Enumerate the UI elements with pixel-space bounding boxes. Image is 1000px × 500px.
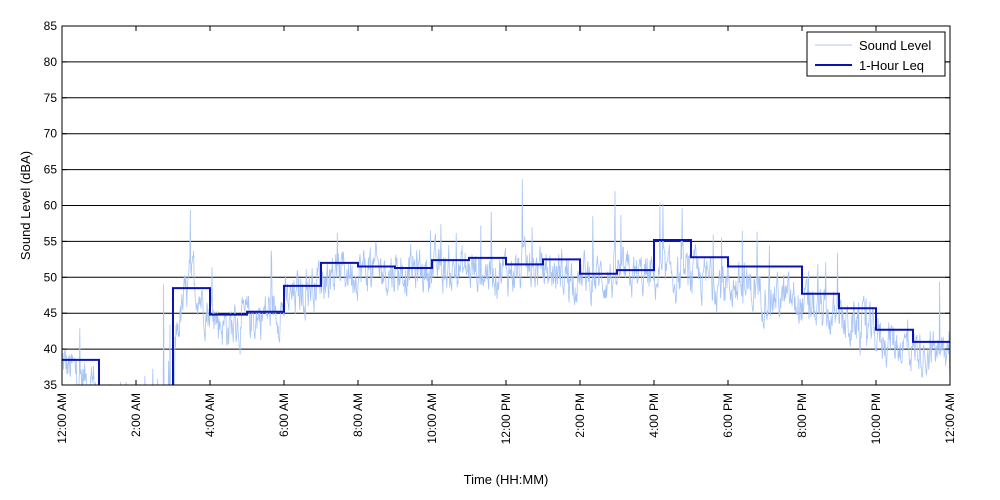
y-tick-label: 35	[44, 378, 58, 392]
legend: Sound Level 1-Hour Leq	[806, 31, 946, 77]
sound-level-series	[62, 179, 950, 385]
x-tick-label: 12:00 AM	[943, 393, 957, 444]
sound-level-line	[62, 179, 950, 385]
x-tick-label: 4:00 PM	[647, 393, 661, 438]
y-tick-label: 70	[44, 127, 58, 141]
y-tick-label: 50	[44, 270, 58, 284]
legend-label-leq: 1-Hour Leq	[859, 58, 924, 73]
legend-label-sound-level: Sound Level	[859, 38, 931, 53]
x-tick-label: 2:00 PM	[573, 393, 587, 438]
x-tick-label: 12:00 PM	[499, 393, 513, 444]
y-tick-label: 80	[44, 55, 58, 69]
y-tick-label: 60	[44, 199, 58, 213]
y-tick-label: 75	[44, 91, 58, 105]
y-tick-label: 85	[44, 19, 58, 33]
legend-box	[806, 31, 946, 77]
leq-step-line	[62, 239, 950, 385]
x-tick-label: 8:00 AM	[351, 393, 365, 437]
y-tick-label: 65	[44, 163, 58, 177]
x-tick-label: 10:00 PM	[869, 393, 883, 444]
y-tick-label: 45	[44, 306, 58, 320]
x-tick-label: 6:00 PM	[721, 393, 735, 438]
x-tick-label: 2:00 AM	[129, 393, 143, 437]
y-tick-label: 55	[44, 234, 58, 248]
y-axis-label: Sound Level (dBA)	[18, 151, 33, 260]
x-tick-label: 12:00 AM	[55, 393, 69, 444]
x-axis-ticks: 12:00 AM 2:00 AM 4:00 AM 6:00 AM 8:00 AM 10:0…	[55, 26, 957, 444]
y-axis-ticks: 35 40 45 50 55 60 65 70 75 80 85	[44, 19, 950, 392]
x-tick-label: 6:00 AM	[277, 393, 291, 437]
leq-series	[62, 239, 950, 385]
x-tick-label: 10:00 AM	[425, 393, 439, 444]
x-tick-label: 8:00 PM	[795, 393, 809, 438]
y-tick-label: 40	[44, 342, 58, 356]
x-axis-label: Time (HH:MM)	[464, 472, 549, 487]
x-tick-label: 4:00 AM	[203, 393, 217, 437]
